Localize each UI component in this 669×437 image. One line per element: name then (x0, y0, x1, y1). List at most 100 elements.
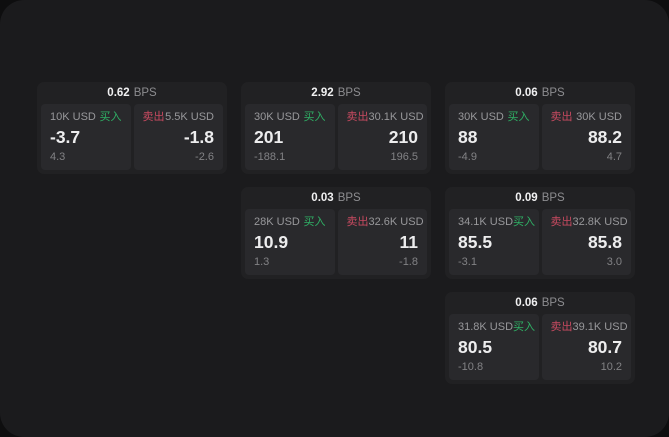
sell-delta: -2.6 (195, 151, 214, 163)
sell-amount: 30.1K USD (368, 111, 424, 123)
buy-price: 88 (458, 127, 478, 147)
buy-side-tag: 买入 (99, 111, 122, 123)
sell-side-tag: 卖出 (346, 111, 369, 123)
sell-pane[interactable]: 卖出 5.5K USD -1.8 -2.6 (133, 104, 223, 170)
spread-bps-value: 0.06 (515, 87, 538, 99)
buy-price: -3.7 (50, 127, 81, 147)
buy-pane-header: 34.1K USD 买入 (458, 216, 535, 229)
sell-pane[interactable]: 卖出 32.6K USD 11 -1.8 (337, 209, 427, 275)
quote-card[interactable]: 0.06 BPS 30K USD 买入 88 -4.9 卖出 30K USD 8… (445, 82, 635, 174)
quote-card[interactable]: 0.09 BPS 34.1K USD 买入 85.5 -3.1 卖出 32.8K… (445, 187, 635, 279)
sell-pane-header: 卖出 32.8K USD (550, 216, 628, 229)
buy-pane-header: 31.8K USD 买入 (458, 321, 535, 334)
sell-pane[interactable]: 卖出 32.8K USD 85.8 3.0 (541, 209, 631, 275)
spread-bps-value: 0.62 (107, 87, 130, 99)
buy-amount: 31.8K USD (458, 321, 514, 333)
buy-price: 201 (254, 127, 284, 147)
card-header: 0.06 BPS (445, 82, 635, 104)
sell-delta: 196.5 (390, 151, 418, 163)
sell-amount: 32.8K USD (572, 216, 628, 228)
sell-amount: 39.1K USD (572, 321, 628, 333)
sell-delta: 4.7 (606, 151, 622, 163)
buy-pane-header: 10K USD 买入 (50, 111, 122, 124)
card-body: 31.8K USD 买入 80.5 -10.8 卖出 39.1K USD 80.… (445, 314, 635, 384)
quote-card[interactable]: 0.06 BPS 31.8K USD 买入 80.5 -10.8 卖出 39.1… (445, 292, 635, 384)
sell-pane[interactable]: 卖出 30K USD 88.2 4.7 (541, 104, 631, 170)
card-body: 30K USD 买入 88 -4.9 卖出 30K USD 88.2 4.7 (445, 104, 635, 174)
sell-amount: 32.6K USD (368, 216, 424, 228)
sell-amount: 30K USD (576, 111, 622, 123)
buy-price: 80.5 (458, 337, 493, 357)
sell-pane[interactable]: 卖出 39.1K USD 80.7 10.2 (541, 314, 631, 380)
spread-bps-unit: BPS (541, 192, 565, 204)
buy-amount: 30K USD (458, 111, 504, 123)
sell-delta: 10.2 (600, 361, 622, 373)
sell-price: 210 (388, 127, 418, 147)
buy-pane[interactable]: 31.8K USD 买入 80.5 -10.8 (449, 314, 539, 380)
buy-price: 85.5 (458, 232, 493, 252)
sell-pane-header: 卖出 5.5K USD (143, 111, 215, 124)
buy-pane[interactable]: 30K USD 买入 201 -188.1 (245, 104, 335, 170)
card-header: 0.62 BPS (37, 82, 227, 104)
buy-delta: 1.3 (254, 256, 270, 268)
sell-price: 80.7 (587, 337, 622, 357)
buy-pane-header: 28K USD 买入 (254, 216, 326, 229)
buy-pane[interactable]: 28K USD 买入 10.9 1.3 (245, 209, 335, 275)
buy-pane[interactable]: 34.1K USD 买入 85.5 -3.1 (449, 209, 539, 275)
sell-side-tag: 卖出 (550, 216, 573, 228)
card-header: 0.03 BPS (241, 187, 431, 209)
sell-price: 11 (399, 232, 419, 252)
spread-bps-value: 0.09 (515, 192, 538, 204)
sell-side-tag: 卖出 (142, 111, 165, 123)
card-body: 28K USD 买入 10.9 1.3 卖出 32.6K USD 11 -1.8 (241, 209, 431, 279)
buy-amount: 34.1K USD (458, 216, 514, 228)
sell-amount: 5.5K USD (165, 111, 214, 123)
spread-bps-unit: BPS (337, 192, 361, 204)
buy-amount: 10K USD (50, 111, 96, 123)
spread-bps-value: 2.92 (311, 87, 334, 99)
spread-bps-unit: BPS (337, 87, 361, 99)
buy-delta: -188.1 (254, 151, 286, 163)
spread-bps-value: 0.06 (515, 297, 538, 309)
buy-pane[interactable]: 30K USD 买入 88 -4.9 (449, 104, 539, 170)
buy-delta: -3.1 (458, 256, 477, 268)
card-header: 2.92 BPS (241, 82, 431, 104)
buy-pane[interactable]: 10K USD 买入 -3.7 4.3 (41, 104, 131, 170)
buy-side-tag: 买入 (303, 216, 326, 228)
sell-delta: 3.0 (606, 256, 622, 268)
buy-delta: -4.9 (458, 151, 477, 163)
quote-card[interactable]: 0.03 BPS 28K USD 买入 10.9 1.3 卖出 32.6K US… (241, 187, 431, 279)
buy-side-tag: 买入 (513, 321, 536, 333)
sell-delta: -1.8 (399, 256, 418, 268)
buy-amount: 30K USD (254, 111, 300, 123)
buy-pane-header: 30K USD 买入 (254, 111, 326, 124)
sell-pane-header: 卖出 30.1K USD (346, 111, 424, 124)
sell-pane-header: 卖出 39.1K USD (551, 321, 628, 334)
buy-side-tag: 买入 (507, 111, 530, 123)
sell-pane[interactable]: 卖出 30.1K USD 210 196.5 (337, 104, 427, 170)
spread-bps-unit: BPS (541, 87, 565, 99)
sell-price: 85.8 (587, 232, 622, 252)
quote-card[interactable]: 2.92 BPS 30K USD 买入 201 -188.1 卖出 30.1K … (241, 82, 431, 174)
buy-side-tag: 买入 (303, 111, 326, 123)
buy-price: 10.9 (254, 232, 289, 252)
buy-side-tag: 买入 (513, 216, 536, 228)
spread-bps-value: 0.03 (311, 192, 334, 204)
buy-delta: -10.8 (458, 361, 484, 373)
buy-delta: 4.3 (50, 151, 66, 163)
sell-side-tag: 卖出 (346, 216, 369, 228)
spread-bps-unit: BPS (541, 297, 565, 309)
card-body: 30K USD 买入 201 -188.1 卖出 30.1K USD 210 1… (241, 104, 431, 174)
card-body: 34.1K USD 买入 85.5 -3.1 卖出 32.8K USD 85.8… (445, 209, 635, 279)
card-header: 0.09 BPS (445, 187, 635, 209)
quotes-grid: 0.62 BPS 10K USD 买入 -3.7 4.3 卖出 5.5K USD… (37, 82, 635, 384)
quote-card[interactable]: 0.62 BPS 10K USD 买入 -3.7 4.3 卖出 5.5K USD… (37, 82, 227, 174)
sell-price: -1.8 (183, 127, 214, 147)
sell-pane-header: 卖出 32.6K USD (346, 216, 424, 229)
sell-side-tag: 卖出 (550, 111, 573, 123)
sell-price: 88.2 (587, 127, 622, 147)
card-body: 10K USD 买入 -3.7 4.3 卖出 5.5K USD -1.8 -2.… (37, 104, 227, 174)
buy-amount: 28K USD (254, 216, 300, 228)
